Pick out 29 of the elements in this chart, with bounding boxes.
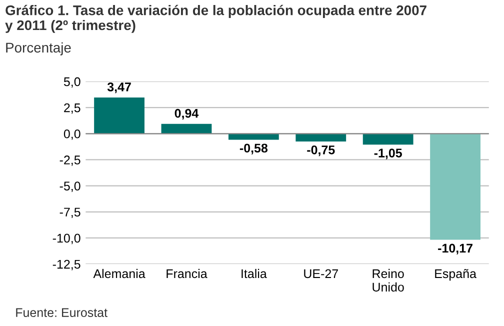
- source-note: Fuente: Eurostat: [16, 308, 108, 318]
- data-label: -0,75: [307, 145, 335, 156]
- y-tick-label: 2,5: [64, 103, 80, 114]
- chart-title: Gráfico 1. Tasa de variación de la población ocupada entre 2007 y 2011 (2º trimestre): [5, 4, 426, 33]
- data-label: -10,17: [438, 244, 472, 254]
- bar: [296, 134, 346, 142]
- y-tick-label: -12,5: [52, 260, 80, 270]
- bar: [161, 124, 212, 134]
- y-tick-label: 5,0: [64, 77, 80, 88]
- x-tick-label: Francia: [166, 268, 208, 278]
- x-tick-label: Alemania: [93, 268, 146, 278]
- bar: [430, 134, 480, 240]
- x-tick-label: Italia: [242, 268, 267, 278]
- bar: [362, 134, 414, 145]
- y-tick-label: -7,5: [60, 208, 80, 218]
- y-tick-label: -5,0: [60, 182, 80, 192]
- data-label: 3,47: [107, 82, 131, 94]
- data-label: -0,58: [240, 144, 268, 154]
- bar: [94, 97, 144, 134]
- y-tick-label: -10,0: [52, 234, 80, 244]
- x-tick-label: UE-27: [304, 269, 338, 278]
- y-tick-label: -2,5: [60, 156, 80, 166]
- y-tick-label: 0,0: [64, 129, 80, 140]
- y-axis-title: Porcentaje: [6, 42, 71, 56]
- bar: [228, 134, 279, 140]
- x-tick-label: Reino Unido: [372, 268, 404, 292]
- data-label: 0,94: [174, 108, 199, 120]
- data-label: -1,05: [374, 148, 402, 160]
- x-tick-label: España: [435, 269, 476, 281]
